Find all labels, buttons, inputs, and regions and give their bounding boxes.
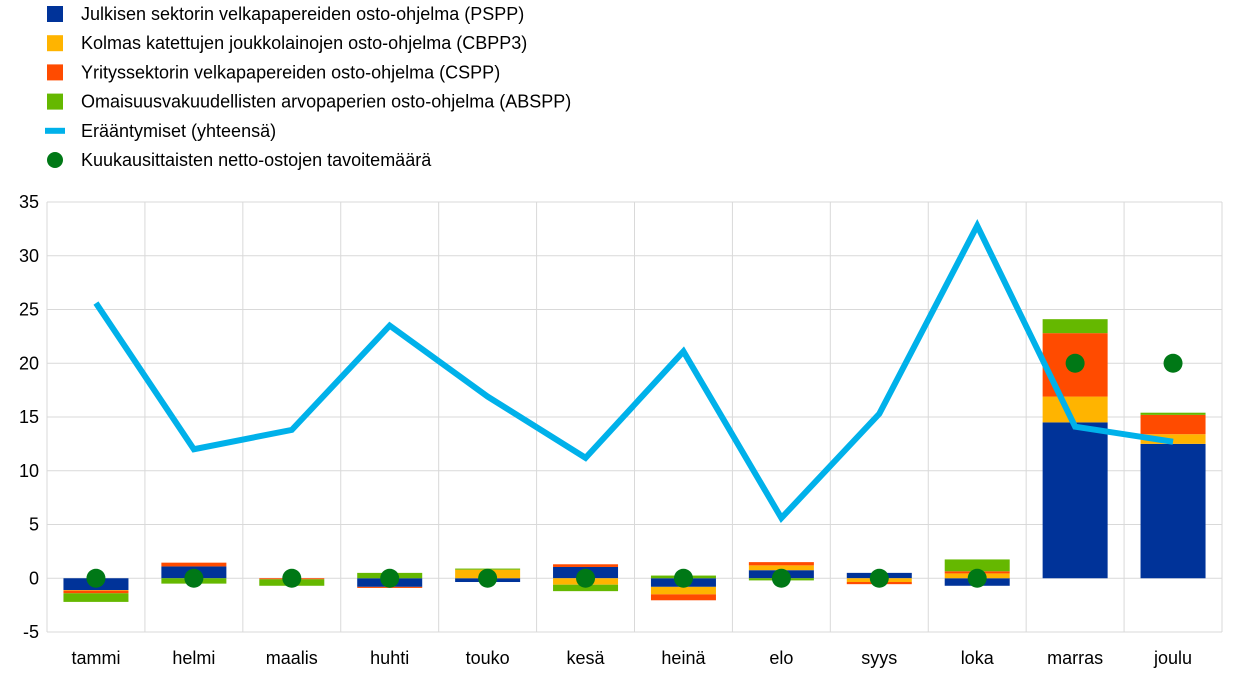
bar-segment (553, 584, 619, 592)
legend-swatch (47, 93, 63, 110)
y-tick-label: -5 (23, 622, 39, 642)
y-tick-label: 0 (29, 568, 39, 588)
bar-segment (1140, 414, 1206, 435)
line-series (93, 218, 1174, 524)
legend-label: Kuukausittaisten netto-ostojen tavoitemä… (81, 150, 432, 170)
target-dots (86, 353, 1183, 588)
bar-segment (161, 562, 227, 567)
bar-segment (63, 590, 129, 594)
y-tick-label: 15 (19, 407, 39, 427)
y-tick-label: 5 (29, 515, 39, 535)
target-dot (869, 568, 889, 588)
x-tick-label: kesä (567, 648, 606, 668)
legend-label: Kolmas katettujen joukkolainojen osto-oh… (81, 33, 527, 53)
target-dot (86, 568, 106, 588)
x-tick-label: touko (466, 648, 510, 668)
bar-segment (1042, 396, 1108, 423)
bar-segment (944, 559, 1010, 572)
x-tick-label: syys (861, 648, 897, 668)
legend-label: Omaisuusvakuudellisten arvopaperien osto… (81, 92, 571, 112)
target-dot (771, 568, 791, 588)
axes: -5 0 5 10 15 20 25 30 35 tammi helmi maalis huhti tou… (19, 192, 1192, 668)
legend-line-swatch (45, 127, 65, 134)
target-dot (967, 568, 987, 588)
x-tick-label: marras (1047, 648, 1103, 668)
target-dot (1065, 353, 1085, 373)
y-tick-label: 10 (19, 461, 39, 481)
target-dot (282, 568, 302, 588)
legend-label: Julkisen sektorin velkapapereiden osto-o… (81, 4, 524, 24)
x-tick-label: helmi (172, 648, 215, 668)
legend: Julkisen sektorin velkapapereiden osto-o… (45, 4, 571, 170)
y-tick-label: 35 (19, 192, 39, 212)
x-tick-label: huhti (370, 648, 409, 668)
target-dot (1163, 353, 1183, 373)
x-tick-label: heinä (661, 648, 706, 668)
bar-segment (1140, 412, 1206, 415)
legend-label: Erääntymiset (yhteensä) (81, 121, 276, 141)
bar-segment (553, 564, 619, 567)
legend-swatch (47, 6, 63, 22)
bar-segment (1042, 319, 1108, 334)
y-tick-label: 30 (19, 246, 39, 266)
x-tick-label: loka (961, 648, 995, 668)
y-tick-label: 25 (19, 300, 39, 320)
x-tick-label: tammi (71, 648, 120, 668)
target-dot (478, 568, 498, 588)
redemptions-line (93, 218, 1174, 524)
target-dot (184, 568, 204, 588)
x-tick-label: joulu (1153, 648, 1192, 668)
bar-segment (650, 594, 716, 601)
bar-segment (1140, 443, 1206, 579)
target-dot (380, 568, 400, 588)
target-dot (576, 568, 596, 588)
x-tick-label: elo (769, 648, 793, 668)
bar-segment (748, 565, 814, 571)
x-tick-label: maalis (266, 648, 318, 668)
bar-segment (650, 586, 716, 595)
legend-swatch (47, 35, 63, 52)
bar-segment (63, 590, 129, 591)
legend-dot-swatch (47, 152, 63, 168)
bar-segment (748, 562, 814, 566)
y-tick-label: 20 (19, 353, 39, 373)
legend-label: Yrityssektorin velkapapereiden osto-ohje… (81, 62, 500, 82)
bar-segment (1042, 422, 1108, 579)
grid (46, 201, 1223, 633)
legend-swatch (47, 64, 63, 81)
bar-segment (63, 593, 129, 602)
target-dot (673, 568, 693, 588)
